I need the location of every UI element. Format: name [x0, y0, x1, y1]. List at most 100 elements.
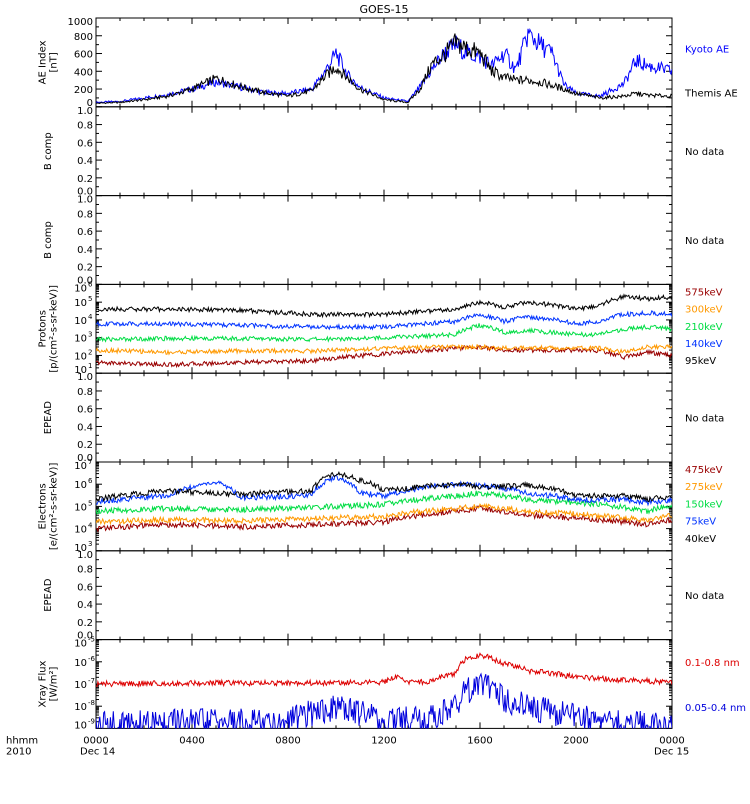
y-tick-label: 10 [74, 365, 87, 376]
series-line-300kev [96, 343, 672, 356]
y-tick-label: 1.0 [77, 550, 93, 561]
time-format-label: hhmm [6, 735, 38, 746]
y-tick-label: 10 [74, 680, 87, 691]
y-tick-exponent: 1 [88, 362, 92, 370]
y-tick-exponent: 3 [88, 331, 92, 339]
y-tick-label: 0 [87, 98, 93, 109]
y-axis-label: EPEAD [43, 401, 54, 435]
no-data-status: No data [685, 236, 724, 247]
legend-entry: 0.05-0.4 nm [685, 703, 746, 714]
legend-entry: 210keV [685, 322, 723, 333]
series-line-40kev [96, 470, 672, 503]
series-line-140kev [96, 309, 672, 331]
x-tick-label: 1600 [467, 735, 492, 746]
y-tick-label: 0.2 [77, 618, 93, 629]
y-tick-label: 10 [74, 334, 87, 345]
y-axis-label: Electrons [38, 483, 49, 529]
y-tick-label: 600 [74, 50, 93, 61]
series-line-0-1-0-8-nm [96, 652, 672, 688]
y-tick-label: 10 [74, 480, 87, 491]
y-tick-label: 10 [74, 283, 87, 294]
y-tick-exponent: -7 [88, 677, 95, 685]
panel-epead2: 0.0 0.2 0.4 0.6 0.8 1.0 EPEAD No data [43, 550, 724, 642]
y-tick-exponent: 5 [88, 499, 92, 507]
legend-entry: 475keV [685, 465, 723, 476]
panel-frame-epead1 [95, 372, 673, 463]
series-line-275kev [96, 502, 672, 526]
y-tick-label: 0.6 [77, 227, 93, 238]
y-axis-label: Protons [38, 310, 49, 347]
start-date-label: Dec 14 [80, 746, 115, 757]
y-tick-label: 0.4 [77, 156, 93, 167]
no-data-status: No data [685, 591, 724, 602]
y-tick-label: 0.2 [77, 440, 93, 451]
y-tick-exponent: 6 [88, 280, 93, 288]
y-tick-label: 1.0 [77, 106, 93, 117]
series-line-75kev [96, 474, 672, 507]
legend-entry: Kyoto AE [685, 44, 729, 55]
legend-entry: 0.1-0.8 nm [685, 658, 740, 669]
x-tick-label: 0800 [275, 735, 300, 746]
y-tick-label: 1.0 [77, 195, 93, 206]
x-tick-label: 2000 [563, 735, 588, 746]
y-tick-label: 10 [74, 639, 87, 650]
end-date-label: Dec 15 [654, 746, 689, 757]
series-line-themis-ae [96, 33, 672, 105]
series-line-475kev [96, 505, 672, 533]
y-tick-exponent: -8 [88, 699, 95, 707]
panel-frame-bcomp2 [95, 195, 673, 285]
y-tick-label: 0.8 [77, 209, 93, 220]
y-tick-exponent: -5 [88, 636, 95, 644]
chart-title: GOES-15 [359, 3, 408, 16]
y-axis-label: [p/(cm²-s-sr-keV)] [49, 285, 60, 373]
y-axis-label: [nT] [49, 52, 60, 72]
y-tick-label: 10 [74, 351, 87, 362]
y-axis-label: [e/(cm²-s-sr-keV)] [49, 463, 60, 551]
legend-entry: 95keV [685, 356, 716, 367]
panel-frame-protons [95, 283, 673, 374]
legend-entry: 75keV [685, 517, 716, 528]
y-tick-exponent: -6 [88, 655, 96, 663]
legend-entry: 40keV [685, 534, 716, 545]
legend-entry: 150keV [685, 499, 723, 510]
legend-entry: 140keV [685, 339, 723, 350]
legend-entry: 300keV [685, 305, 723, 316]
y-tick-label: 10 [74, 298, 87, 309]
y-tick-label: 10 [74, 658, 87, 669]
y-tick-label: 0.2 [77, 174, 93, 185]
y-tick-label: 0.2 [77, 263, 93, 274]
panel-frame-bcomp1 [95, 106, 673, 197]
series-line-0-05-0-4-nm [96, 672, 672, 729]
no-data-status: No data [685, 147, 724, 158]
series-line-210kev [96, 323, 672, 343]
y-tick-label: 10 [74, 720, 87, 731]
panel-frame-epead2 [95, 550, 673, 641]
legend-entry: 575keV [685, 287, 723, 298]
y-tick-exponent: -9 [88, 717, 95, 725]
y-tick-exponent: 4 [88, 313, 93, 321]
legend-entry: Themis AE [684, 88, 738, 99]
y-tick-label: 0.4 [77, 422, 93, 433]
y-tick-exponent: 7 [88, 458, 92, 466]
y-tick-exponent: 2 [88, 348, 92, 356]
y-tick-label: 0.8 [77, 565, 93, 576]
y-tick-label: 0.8 [77, 121, 93, 132]
legend-entry: 275keV [685, 482, 723, 493]
y-tick-exponent: 4 [88, 522, 93, 530]
series-line-95kev [96, 293, 672, 319]
y-axis-label: Xray Flux [38, 660, 49, 707]
y-tick-label: 0.6 [77, 405, 93, 416]
y-tick-exponent: 6 [88, 477, 93, 485]
y-axis-label: B comp [43, 132, 54, 170]
y-tick-label: 10 [74, 525, 87, 536]
y-axis-label: AE Index [38, 40, 49, 84]
y-tick-label: 10 [74, 316, 87, 327]
panel-ae: 0 200 400 600 800 1000 AE Index [nT] Kyoto AE The… [38, 17, 738, 109]
y-tick-label: 0.0 [77, 631, 93, 642]
y-tick-exponent: 5 [88, 295, 92, 303]
series-line-575kev [96, 344, 672, 369]
y-tick-label: 200 [74, 85, 93, 96]
y-tick-label: 0.4 [77, 600, 93, 611]
